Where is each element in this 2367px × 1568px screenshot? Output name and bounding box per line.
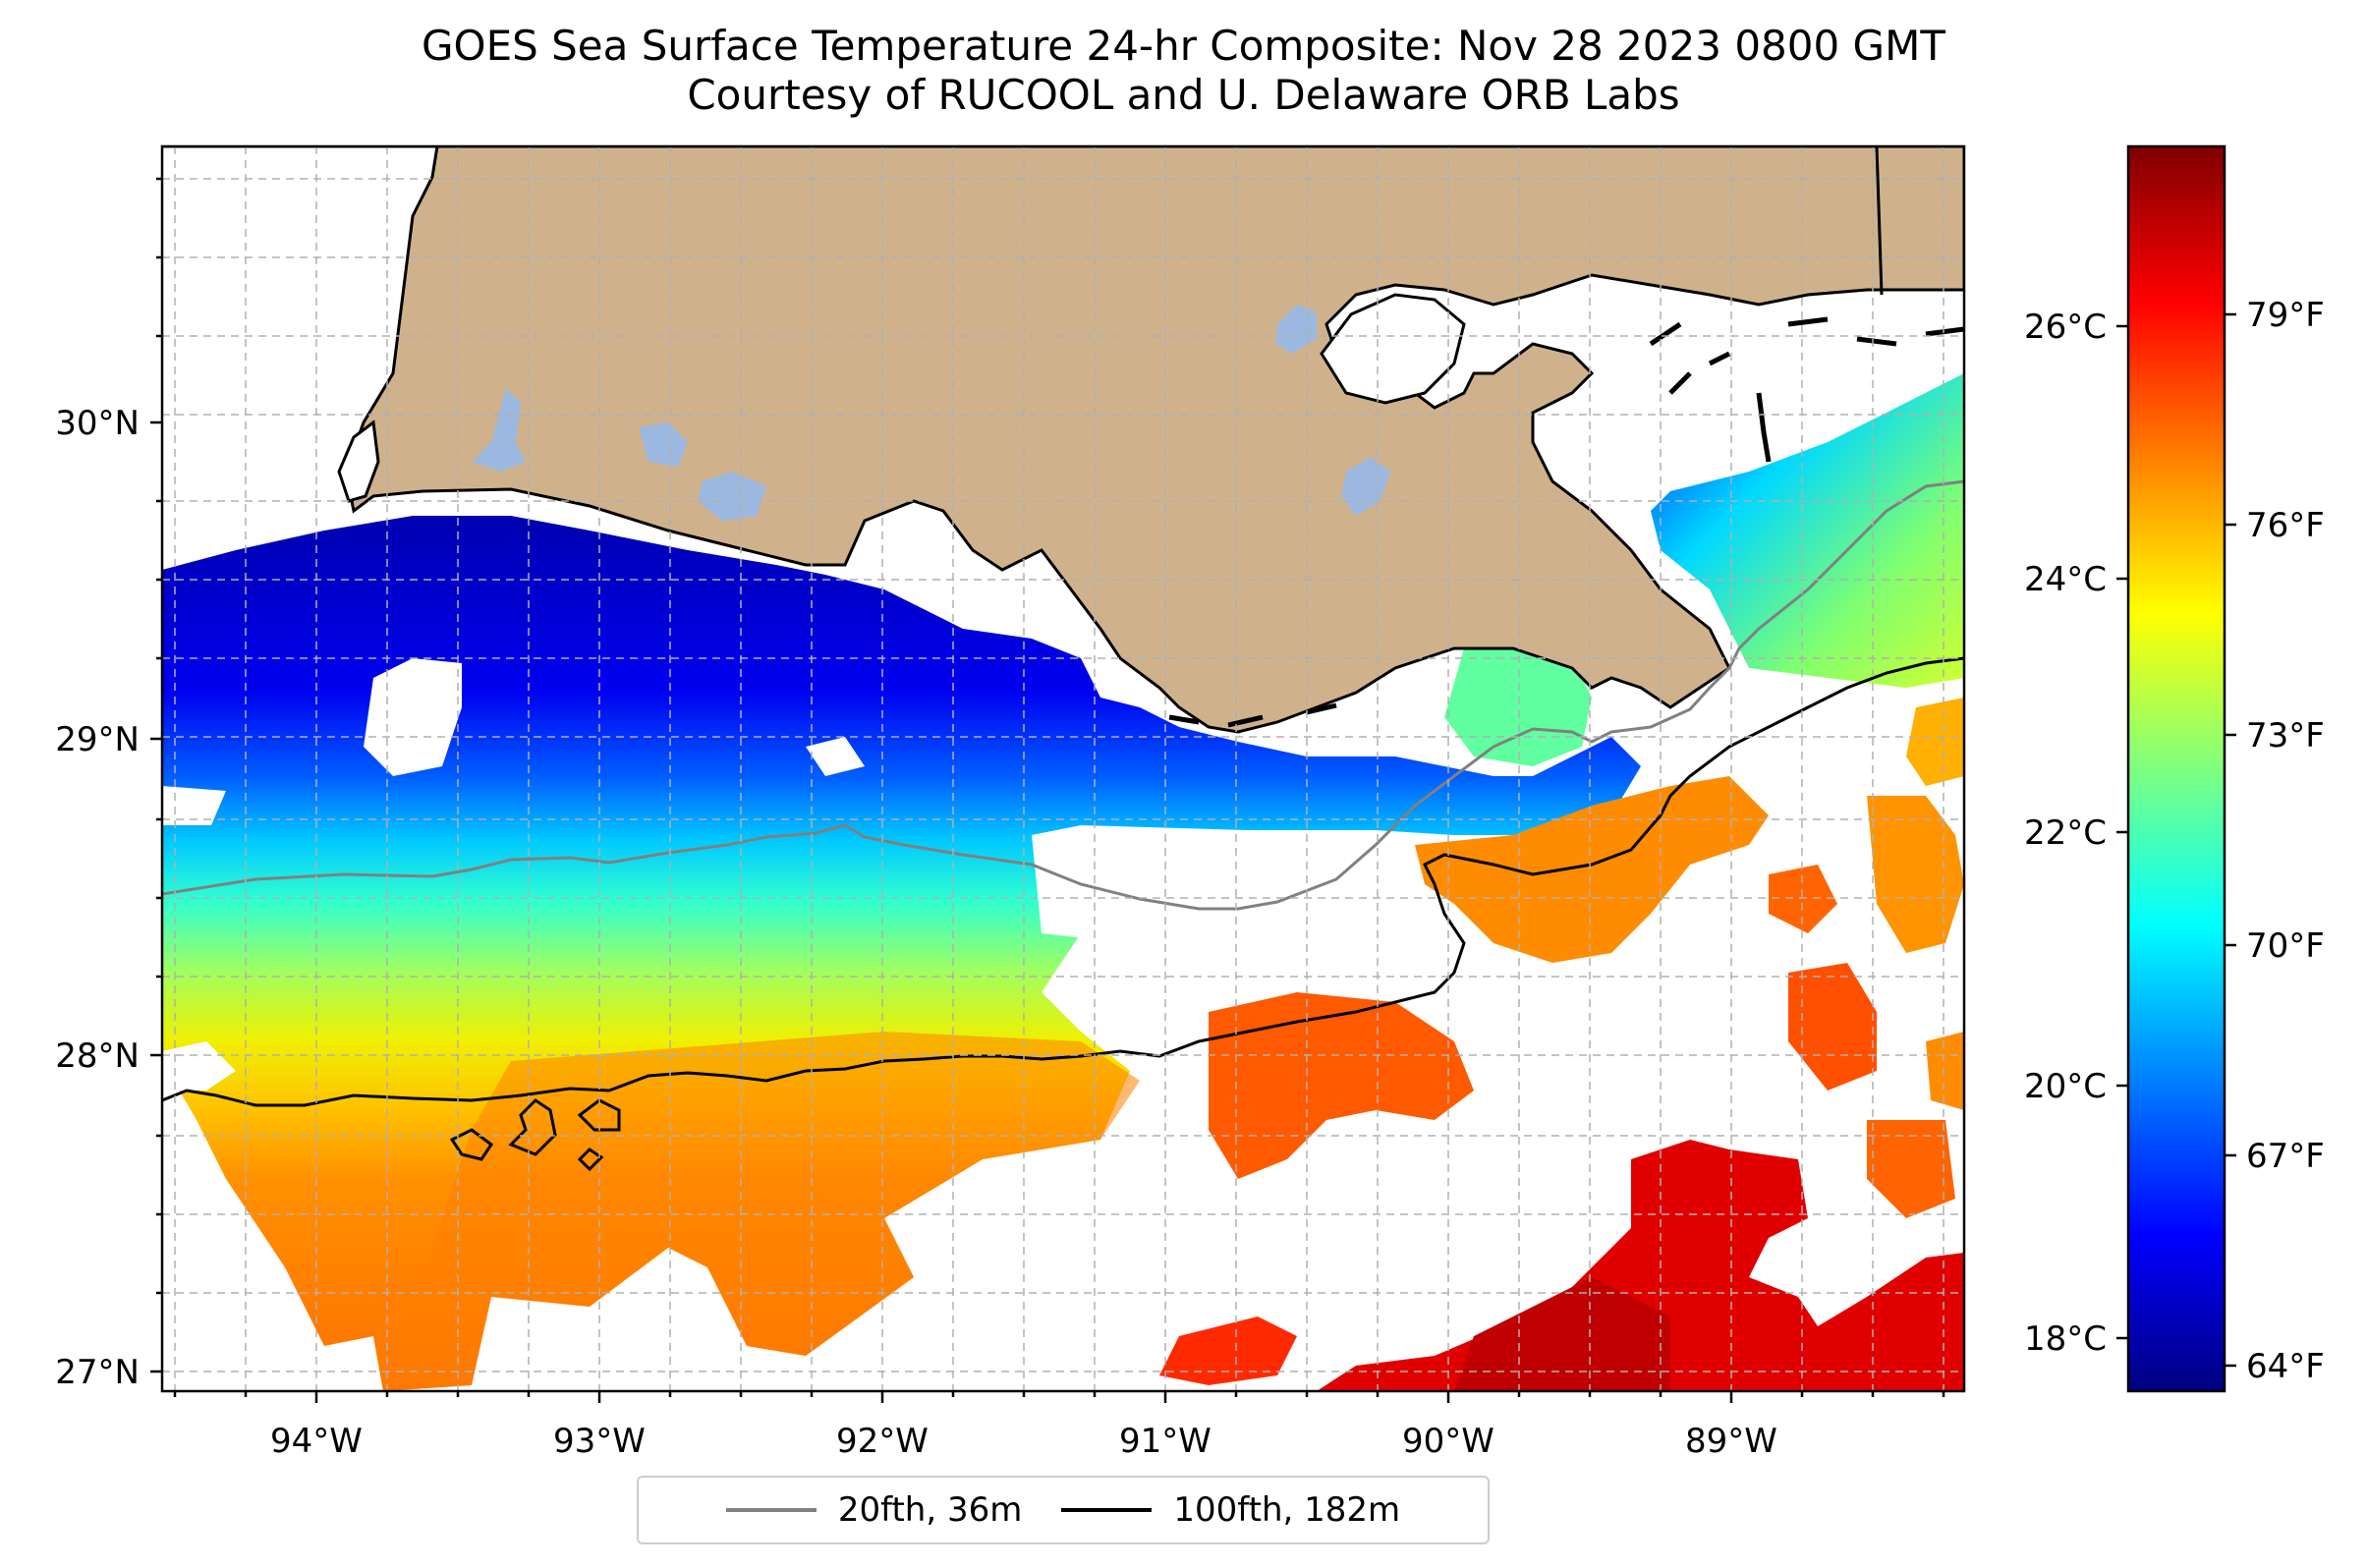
legend-item-20fth: 20fth, 36m [725, 1490, 1023, 1530]
lake-pontchartrain [1320, 293, 1466, 405]
sst-field-south-darkest [1454, 1277, 1670, 1391]
lat-tick-label: 30°N [55, 404, 140, 443]
isobath-100-fathom [162, 656, 1964, 1107]
lake-grand [639, 422, 688, 467]
sst-field-east-blob-4 [1788, 963, 1877, 1091]
map-title: GOES Sea Surface Temperature 24-hr Compo… [0, 22, 2367, 120]
map-area [162, 146, 1964, 1391]
sst-field-east-blob-5 [1867, 1120, 1955, 1218]
colorbar-celsius-label: 24°C [2024, 560, 2107, 599]
title-line-2: Courtesy of RUCOOL and U. Delaware ORB L… [687, 71, 1680, 119]
sst-field-east-blob-2 [1906, 698, 1964, 786]
land-louisiana [162, 146, 1964, 734]
lon-tick-label: 91°W [1119, 1422, 1212, 1461]
barrier-islands-south [1168, 702, 1337, 728]
sst-field-south-hot [1317, 1140, 1964, 1391]
colorbar-fahrenheit-label: 64°F [2246, 1347, 2325, 1386]
sst-field-central-warm [1209, 992, 1474, 1179]
colorbar-celsius-label: 26°C [2024, 308, 2107, 347]
isobath-legend: 20fth, 36m 100fth, 182m [637, 1476, 1490, 1544]
legend-item-100fth: 100fth, 182m [1061, 1490, 1400, 1530]
sst-field-east-cool [1651, 373, 1964, 688]
cloud-gap-1 [364, 658, 462, 776]
colorbar-celsius-label: 18°C [2024, 1319, 2107, 1359]
state-boundary-la-ms [1875, 146, 1884, 296]
sst-field-south-west-red [1159, 1316, 1297, 1385]
lon-tick-label: 89°W [1685, 1422, 1777, 1461]
axis-ticks [150, 177, 1945, 1403]
axis-tick-labels: 94°W 93°W 92°W 91°W 90°W 89°W 30°N 29°N … [55, 404, 1777, 1461]
cloud-gap-3 [806, 737, 865, 776]
title-line-1: GOES Sea Surface Temperature 24-hr Compo… [421, 22, 1945, 70]
cloud-gap-5 [162, 1041, 236, 1091]
lake-calcasieu [472, 388, 526, 472]
lat-tick-label: 28°N [55, 1036, 140, 1076]
sst-field-delta-cool [1444, 639, 1592, 766]
lon-tick-label: 93°W [553, 1422, 646, 1461]
isobath-20-fathom [162, 479, 1964, 911]
cloud-gap-2 [162, 786, 226, 825]
legend-label: 100fth, 182m [1173, 1490, 1401, 1530]
lon-tick-label: 92°W [836, 1422, 929, 1461]
colorbar-fahrenheit-label: 79°F [2246, 296, 2325, 335]
colorbar: 26°C 24°C 22°C 20°C 18°C 79°F 76°F 73°F … [2024, 144, 2325, 1393]
lat-tick-label: 29°N [55, 720, 140, 759]
colorbar-celsius-label: 20°C [2024, 1067, 2107, 1106]
sst-field-southwest-warm [373, 1032, 1140, 1391]
sst-field-east-blob-1 [1867, 796, 1964, 953]
lon-tick-label: 94°W [270, 1422, 363, 1461]
sst-field-shelf-edge [1415, 776, 1769, 963]
legend-swatch-gray-line [725, 1508, 817, 1512]
sst-field-east-blob-3 [1769, 865, 1837, 933]
map-frame [160, 144, 1966, 1393]
colorbar-fahrenheit-label: 76°F [2246, 506, 2325, 545]
legend-swatch-black-line [1061, 1508, 1153, 1512]
colorbar-fahrenheit-label: 67°F [2246, 1137, 2325, 1176]
colorbar-fahrenheit-label: 70°F [2246, 926, 2325, 966]
colorbar-ticks [2116, 312, 2236, 1368]
chandeleur-islands [1649, 316, 1964, 463]
legend-label: 20fth, 36m [837, 1490, 1023, 1530]
lake-white [698, 472, 766, 521]
lat-tick-label: 27°N [55, 1353, 140, 1392]
colorbar-gradient [2126, 144, 2226, 1393]
sst-field-east-blob-6 [1926, 1032, 1964, 1110]
lon-tick-label: 90°W [1402, 1422, 1494, 1461]
gridlines [162, 146, 1964, 1391]
colorbar-celsius-label: 22°C [2024, 813, 2107, 853]
isobath-100-fathom-islands [449, 1098, 621, 1172]
colorbar-fahrenheit-label: 73°F [2246, 716, 2325, 756]
